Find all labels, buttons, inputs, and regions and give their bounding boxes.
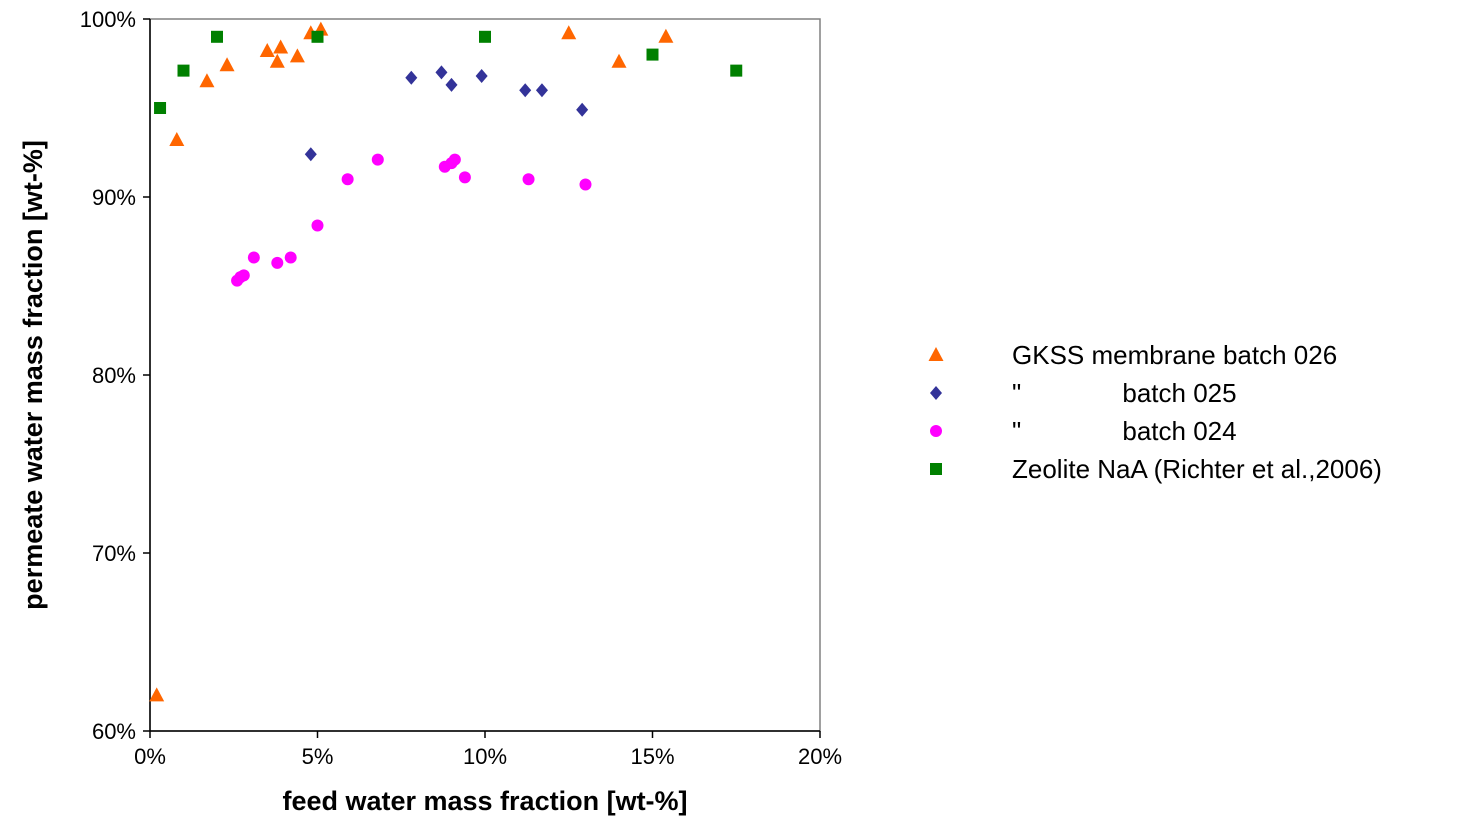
data-point [519,83,532,98]
data-point [177,64,190,77]
data-point [579,178,592,191]
legend-label: Zeolite NaA (Richter et al.,2006) [1012,454,1382,484]
data-points [149,21,743,702]
legend-label: " batch 024 [1012,416,1237,446]
x-axis-ticks: 0% 5% 10% 15% 20% [134,731,842,769]
x-tick-label: 10% [463,744,507,769]
data-point [475,68,488,83]
data-point [405,70,418,85]
data-point [199,73,215,88]
data-point [149,687,165,702]
y-axis-ticks: 60% 70% 80% 90% 100% [80,7,150,744]
data-point [154,102,167,114]
data-point [284,251,297,264]
data-point [445,77,458,92]
plot-area [149,18,821,732]
data-point [219,57,235,72]
y-tick-label: 80% [92,363,136,388]
y-tick-label: 60% [92,719,136,744]
legend-marker [930,463,942,475]
x-tick-label: 5% [302,744,334,769]
legend-marker [930,425,942,437]
data-point [247,251,260,264]
x-tick-label: 20% [798,744,842,769]
x-tick-label: 15% [630,744,674,769]
data-point [169,132,185,147]
data-point [658,28,674,43]
data-point [269,53,285,68]
data-point [435,65,448,80]
y-tick-label: 70% [92,541,136,566]
x-axis-title: feed water mass fraction [wt-%] [282,786,687,816]
legend: GKSS membrane batch 026 " batch 025 " batc… [928,340,1382,484]
data-point [237,269,250,282]
data-point [304,147,317,162]
data-point [458,171,471,184]
data-point [561,25,577,40]
data-point [611,53,627,68]
data-point [271,256,284,269]
data-point [273,39,289,54]
y-axis-title: permeate water mass fraction [wt-%] [18,140,48,610]
data-point [576,102,589,117]
data-point [448,153,461,166]
data-point [730,64,743,77]
data-point [479,30,491,43]
data-point [646,48,659,61]
data-point [259,43,275,58]
legend-marker [930,386,942,400]
data-point [371,153,384,166]
y-tick-label: 100% [80,7,136,32]
data-point [311,30,324,43]
data-point [341,173,354,186]
data-point [211,30,223,43]
legend-label: GKSS membrane batch 026 [1012,340,1337,370]
y-tick-label: 90% [92,185,136,210]
data-point [311,219,324,232]
legend-marker [928,347,944,361]
data-point [289,48,305,63]
data-point [522,173,535,186]
x-tick-label: 0% [134,744,166,769]
data-point [535,83,548,98]
legend-label: " batch 025 [1012,378,1237,408]
